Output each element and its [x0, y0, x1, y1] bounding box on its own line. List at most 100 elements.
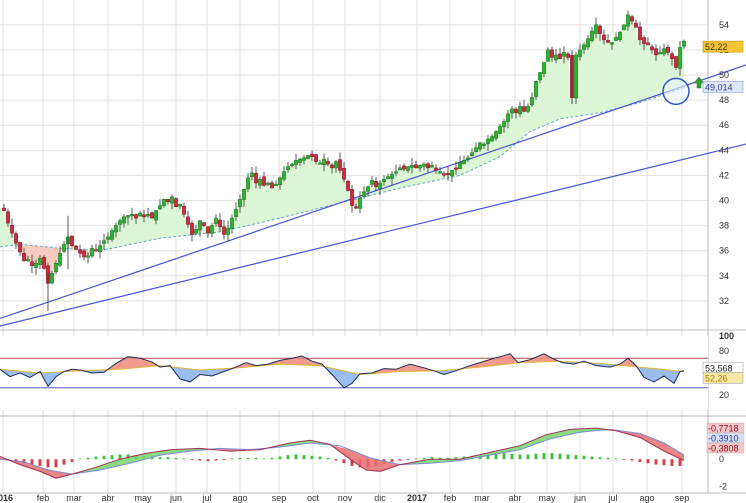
price-above-ma-fill	[72, 245, 76, 250]
x-axis-tick-label: jul	[607, 493, 617, 503]
x-axis-tick-label: may	[134, 493, 152, 503]
macd-histogram-bar	[310, 455, 314, 460]
macd-histogram-bar	[70, 459, 74, 462]
candle-body	[330, 164, 334, 169]
candle-body	[478, 142, 482, 150]
candle-body	[182, 205, 186, 215]
candle-body	[322, 158, 326, 165]
candle-body	[366, 186, 370, 192]
macd-histogram-bar	[270, 457, 274, 460]
macd-histogram-bar	[390, 459, 394, 462]
candle-body	[530, 97, 534, 106]
rsi-axis-tick-label: 20	[719, 390, 729, 400]
candle-body	[174, 198, 178, 208]
candle-body	[334, 161, 338, 169]
candle-body	[374, 181, 378, 187]
candle-body	[186, 216, 190, 225]
macd-panel	[0, 427, 685, 479]
candle-body	[346, 181, 350, 191]
x-axis-tick-label: ago	[232, 493, 247, 503]
candle-body	[650, 46, 654, 51]
price-above-ma-fill	[640, 39, 644, 103]
candle-body	[446, 173, 450, 176]
macd-line	[0, 427, 685, 479]
price-panel	[0, 10, 746, 327]
candle-body	[522, 106, 526, 112]
candle-body	[30, 261, 34, 267]
macd-histogram-bar	[438, 457, 442, 460]
macd-histogram-bar	[286, 455, 290, 460]
candle-body	[254, 172, 258, 184]
candle-body	[94, 249, 98, 252]
candle-body	[518, 106, 522, 115]
candle-body	[682, 40, 686, 47]
price-axis-tick-label: 32	[719, 296, 729, 306]
candle-body	[618, 32, 622, 41]
candle-body	[350, 189, 354, 206]
candle-body	[538, 72, 542, 81]
price-axis-tick-label: 46	[719, 120, 729, 130]
candle-body	[270, 182, 274, 189]
candle-body	[150, 212, 154, 219]
rsi-above-signal-fill	[492, 356, 500, 366]
x-axis-tick-label: dic	[374, 493, 386, 503]
macd-histogram-bar	[398, 459, 402, 461]
price-axis-tick-label: 36	[719, 246, 729, 256]
candle-body	[146, 214, 150, 217]
price-above-ma-fill	[428, 165, 432, 183]
candle-body	[86, 255, 90, 258]
candle-body	[246, 177, 250, 190]
price-above-ma-fill	[616, 32, 620, 109]
candle-body	[310, 153, 314, 157]
price-above-ma-fill	[412, 165, 416, 186]
candle-body	[654, 48, 658, 56]
candle-body	[414, 164, 418, 169]
candle-body	[326, 161, 330, 165]
rsi-above-signal-fill	[530, 353, 544, 363]
macd-axis-tick-label: -2	[719, 481, 727, 491]
price-above-ma-fill	[588, 31, 592, 115]
price-above-ma-fill	[184, 214, 188, 236]
rsi-below-signal-fill	[200, 369, 212, 376]
macd-histogram-bar	[158, 457, 162, 460]
macd-histogram-bar	[518, 454, 522, 460]
macd-histogram-bar	[614, 458, 618, 460]
price-above-ma-fill	[644, 43, 648, 102]
candle-body	[70, 235, 74, 246]
candle-body	[238, 199, 242, 208]
macd-above-signal-fill	[96, 459, 120, 471]
candle-body	[90, 247, 94, 257]
price-above-ma-fill	[296, 159, 300, 215]
candle-body	[610, 42, 614, 45]
price-above-ma-fill	[648, 44, 652, 100]
rsi-axis-tick-label: 80	[719, 346, 729, 356]
macd-value-tag-label: -0,3808	[708, 444, 739, 454]
price-above-ma-fill	[336, 161, 340, 205]
candle-body	[542, 62, 546, 74]
macd-histogram-bar	[486, 454, 490, 460]
candle-body	[298, 158, 302, 163]
candle-body	[278, 177, 282, 186]
price-above-ma-fill	[136, 213, 140, 244]
candle-body	[554, 54, 558, 61]
candle-body	[318, 162, 322, 165]
macd-histogram-bar	[542, 453, 546, 460]
price-above-ma-fill	[4, 210, 8, 247]
macd-below-signal-fill	[380, 460, 400, 472]
candle-body	[158, 205, 162, 210]
trendline	[0, 64, 746, 320]
macd-histogram-bar	[670, 459, 674, 466]
x-axis-tick-label: 2017	[407, 493, 427, 503]
price-above-ma-fill	[0, 208, 4, 247]
candle-body	[198, 220, 202, 231]
price-above-ma-fill	[516, 106, 520, 144]
rsi-above-signal-fill	[302, 355, 312, 366]
rsi-below-signal-fill	[332, 368, 344, 388]
price-above-ma-fill	[584, 38, 588, 116]
candle-body	[114, 225, 118, 233]
x-axis-tick-label: feb	[444, 493, 457, 503]
price-above-ma-fill	[300, 157, 304, 214]
price-above-ma-fill	[652, 49, 656, 99]
price-above-ma-fill	[140, 213, 144, 243]
rsi-below-signal-fill	[664, 369, 674, 384]
